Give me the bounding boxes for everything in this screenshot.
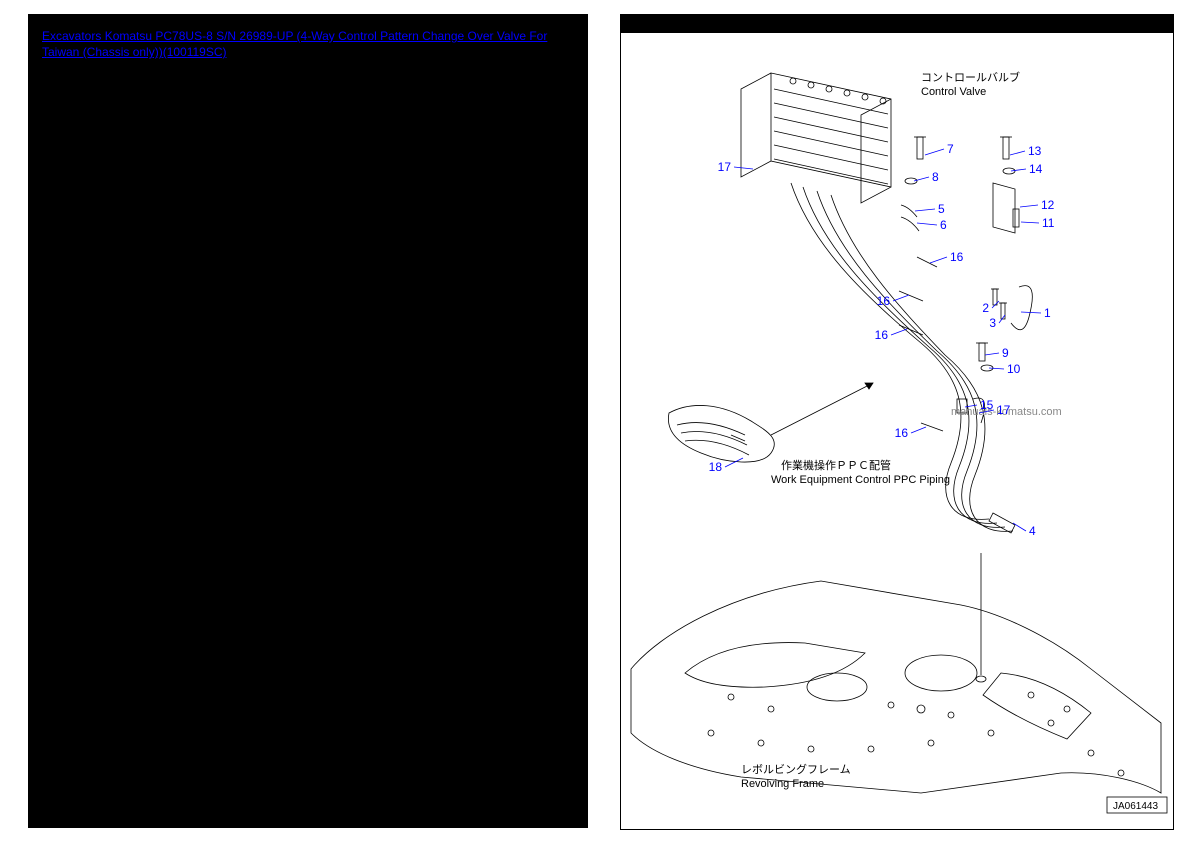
callout-1: 1 <box>1044 306 1051 320</box>
right-panel: コントロールバルブ Control Valve <box>620 14 1174 830</box>
callout-leader <box>930 257 947 263</box>
drawing-number: JA061443 <box>1113 801 1158 812</box>
callout-18: 18 <box>709 460 723 474</box>
callout-leader <box>891 329 907 335</box>
callout-leader <box>911 427 926 433</box>
callout-8: 8 <box>932 170 939 184</box>
callout-leader <box>1021 222 1039 223</box>
callout-16: 16 <box>895 426 909 440</box>
callout-9: 9 <box>1002 346 1009 360</box>
callout-leader <box>734 167 753 169</box>
part-link[interactable]: Excavators Komatsu PC78US-8 S/N 26989-UP… <box>42 28 574 60</box>
label-revolving-jp: レボルビングフレーム <box>741 762 851 776</box>
callout-16: 16 <box>875 328 889 342</box>
label-ppc-en: Work Equipment Control PPC Piping <box>771 474 950 486</box>
callout-leader <box>914 177 929 181</box>
callout-11: 11 <box>1042 216 1055 230</box>
callout-16: 16 <box>950 250 964 264</box>
callout-10: 10 <box>1007 362 1021 376</box>
callout-17: 17 <box>718 160 732 174</box>
callout-5: 5 <box>938 202 945 216</box>
label-revolving-en: Revolving Frame <box>741 778 824 790</box>
callout-2: 2 <box>982 301 989 315</box>
callout-14: 14 <box>1029 162 1043 176</box>
callout-leader <box>915 209 935 211</box>
right-header <box>621 15 1173 33</box>
callout-13: 13 <box>1028 144 1042 158</box>
callout-leader <box>985 353 999 355</box>
left-panel: Excavators Komatsu PC78US-8 S/N 26989-UP… <box>28 14 588 828</box>
callout-6: 6 <box>940 218 947 232</box>
callout-12: 12 <box>1041 198 1055 212</box>
callout-leader <box>1021 312 1041 313</box>
callout-leader <box>1013 523 1026 531</box>
parts-diagram: コントロールバルブ Control Valve <box>621 33 1173 829</box>
callout-17: 17 <box>997 403 1011 417</box>
callout-leader <box>925 149 944 155</box>
callout-leader <box>1020 205 1038 207</box>
label-control-valve-en: Control Valve <box>921 86 986 98</box>
callout-leader <box>893 295 909 301</box>
label-ppc-jp: 作業機操作ＰＰＣ配管 <box>781 458 891 472</box>
callout-leader <box>725 458 743 467</box>
callout-3: 3 <box>989 316 996 330</box>
callout-7: 7 <box>947 142 954 156</box>
callout-leader <box>1011 169 1026 171</box>
callout-leader <box>1010 151 1025 155</box>
callout-15: 15 <box>980 398 994 412</box>
callout-leader <box>917 223 937 225</box>
callout-4: 4 <box>1029 524 1036 538</box>
label-control-valve-jp: コントロールバルブ <box>921 70 1020 84</box>
callout-leader <box>989 368 1004 369</box>
callout-16: 16 <box>877 294 891 308</box>
